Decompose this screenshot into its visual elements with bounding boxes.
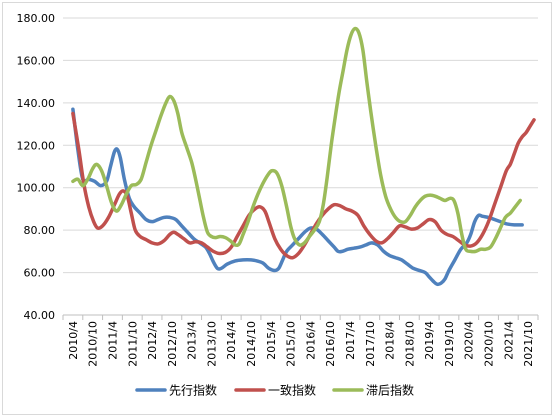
y-tick-label: 100.00 xyxy=(17,182,56,195)
y-tick-label: 140.00 xyxy=(17,97,56,110)
x-tick-label: 2014/10 xyxy=(245,321,258,367)
x-tick-label: 2016/4 xyxy=(304,321,317,360)
x-tick-label: 2020/10 xyxy=(483,321,496,367)
y-tick-label: 80.00 xyxy=(24,224,56,237)
x-tick-label: 2021/4 xyxy=(502,321,515,360)
x-tick-label: 2017/4 xyxy=(344,321,357,360)
x-tick-label: 2014/4 xyxy=(225,321,238,360)
y-tick-label: 40.00 xyxy=(24,309,56,322)
series-lines xyxy=(71,26,536,287)
legend-label-1: 先行指数 xyxy=(169,383,217,398)
legend-label-2: 一致指数 xyxy=(268,383,316,398)
x-tick-label: 2018/10 xyxy=(403,321,416,367)
x-tick-label: 2018/4 xyxy=(384,321,397,360)
x-tick-label: 2012/10 xyxy=(166,321,179,367)
chart-frame xyxy=(2,2,552,415)
x-tick-label: 2021/10 xyxy=(522,321,535,367)
x-tick-label: 2015/4 xyxy=(265,321,278,360)
series-line-2 xyxy=(71,111,536,260)
series-line-1 xyxy=(71,107,524,287)
x-tick-label: 2010/4 xyxy=(67,321,80,360)
x-tick-label: 2011/4 xyxy=(106,321,119,360)
x-tick-label: 2019/4 xyxy=(423,321,436,360)
series-line-3 xyxy=(71,26,522,254)
x-tick-label: 2011/10 xyxy=(126,321,139,367)
x-tick-label: 2010/10 xyxy=(87,321,100,367)
gridlines xyxy=(62,17,539,320)
y-tick-label: 180.00 xyxy=(17,12,56,25)
y-tick-label: 120.00 xyxy=(17,139,56,152)
legend: 先行指数 一致指数 滞后指数 xyxy=(135,383,414,398)
x-tick-label: 2013/10 xyxy=(205,321,218,367)
y-tick-label: 160.00 xyxy=(17,54,56,67)
x-tick-label: 2013/4 xyxy=(186,321,199,360)
x-tick-label: 2020/4 xyxy=(463,321,476,360)
x-tick-label: 2015/10 xyxy=(285,321,298,367)
x-tick-label: 2016/10 xyxy=(324,321,337,367)
x-tick-label: 2012/4 xyxy=(146,321,159,360)
y-axis-tick-labels: 40.00 60.00 80.00 100.00 120.00 140.00 160.00 1… xyxy=(17,12,56,322)
y-tick-label: 60.00 xyxy=(24,267,56,280)
x-tick-label: 2019/10 xyxy=(443,321,456,367)
x-axis-tick-labels: 2010/4 2010/10 2011/4 2011/10 2012/4 2012/10 2… xyxy=(67,321,535,367)
legend-label-3: 滞后指数 xyxy=(366,383,414,398)
x-tick-label: 2017/10 xyxy=(364,321,377,367)
